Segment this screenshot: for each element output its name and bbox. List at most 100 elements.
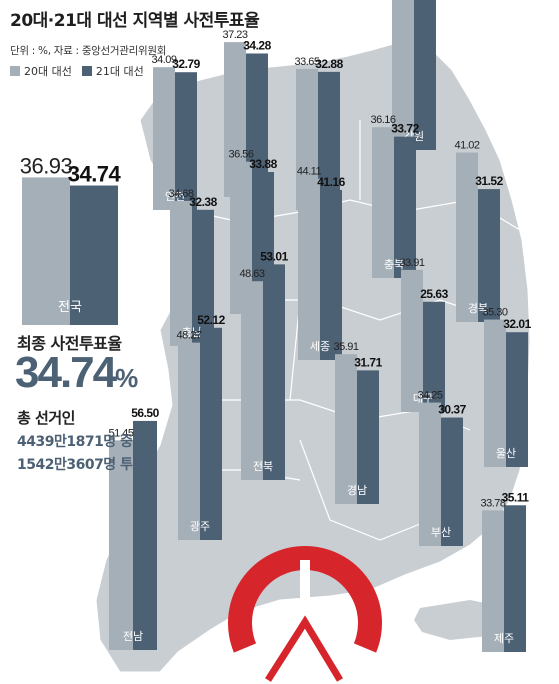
bar-20-0 xyxy=(22,177,70,325)
bar-20-3 xyxy=(296,68,318,211)
value-label-21-13: 52.12 xyxy=(197,313,225,327)
region-group-14: 35.91 31.71 경남 xyxy=(333,341,383,504)
final-turnout-number: 34.74 xyxy=(15,348,117,397)
bar-20-14 xyxy=(335,354,357,504)
bar-21-4 xyxy=(414,0,436,151)
value-label-20-7: 44.11 xyxy=(297,166,322,178)
legend-swatch-20 xyxy=(10,66,20,76)
bar-20-16 xyxy=(109,440,133,650)
legend: 20대 대선 21대 대선 xyxy=(10,63,154,79)
value-label-20-17: 33.78 xyxy=(480,497,505,509)
region-label-8: 경북 xyxy=(468,302,488,315)
final-turnout-label: 최종 사전투표율 xyxy=(17,334,122,353)
legend-label-21: 21대 대선 xyxy=(95,65,144,78)
value-label-20-14: 35.91 xyxy=(333,341,358,353)
value-label-20-0: 36.93 xyxy=(20,153,73,178)
bar-20-1 xyxy=(153,67,175,211)
value-label-21-6: 33.72 xyxy=(391,122,419,136)
bar-20-6 xyxy=(372,127,394,278)
bar-20-10 xyxy=(241,281,263,480)
region-group-10: 48.63 53.01 전북 xyxy=(239,249,289,480)
value-label-21-7: 41.16 xyxy=(317,175,345,189)
value-label-20-13: 48.27 xyxy=(176,330,201,342)
region-label-0: 전국 xyxy=(58,300,82,315)
value-label-20-1: 34.09 xyxy=(151,54,176,66)
value-label-20-12: 35.30 xyxy=(482,307,507,319)
value-label-21-10: 53.01 xyxy=(260,249,288,263)
source-note: 단위 : %, 자료 : 중앙선거관리위원회 xyxy=(10,45,167,57)
value-label-21-5: 33.88 xyxy=(249,157,277,171)
region-group-16: 51.45 56.50 전남 xyxy=(108,406,160,650)
final-turnout-value: 34.74% xyxy=(15,348,138,398)
bar-21-3 xyxy=(318,71,340,210)
region-label-17: 제주 xyxy=(494,632,514,645)
value-label-20-10: 48.63 xyxy=(239,268,264,280)
bar-20-9 xyxy=(170,200,192,346)
bar-21-12 xyxy=(506,332,528,467)
voters-voted: 1542만3607명 투표 xyxy=(17,457,145,473)
value-label-21-0: 34.74 xyxy=(68,162,122,187)
bar-20-11 xyxy=(401,269,423,412)
bar-21-7 xyxy=(320,189,342,360)
bar-20-15 xyxy=(419,402,441,546)
bar-21-1 xyxy=(175,72,197,210)
bar-20-13 xyxy=(178,342,200,540)
region-label-10: 전북 xyxy=(253,460,273,473)
region-group-8: 41.02 31.52 경북 xyxy=(454,140,504,322)
value-label-21-16: 56.50 xyxy=(131,406,159,420)
value-label-20-11: 33.91 xyxy=(399,257,424,269)
value-label-20-3: 33.65 xyxy=(294,56,319,68)
voters-total: 4439만1871명 중 xyxy=(17,434,133,450)
chart-title: 20대·21대 대선 지역별 사전투표율 xyxy=(10,11,260,31)
bar-21-2 xyxy=(246,53,268,197)
region-label-16: 전남 xyxy=(123,630,143,643)
region-label-7: 세종 xyxy=(310,340,330,353)
region-label-15: 부산 xyxy=(431,526,451,539)
bar-21-6 xyxy=(394,136,416,278)
region-label-14: 경남 xyxy=(347,484,367,497)
region-label-12: 울산 xyxy=(496,447,516,460)
jeju-divider xyxy=(414,599,463,607)
final-turnout-unit: % xyxy=(115,363,139,393)
bar-21-0 xyxy=(70,185,118,325)
value-label-21-2: 34.28 xyxy=(243,38,271,52)
bar-21-8 xyxy=(478,189,500,322)
value-label-20-15: 34.25 xyxy=(417,390,442,402)
value-label-20-16: 51.45 xyxy=(108,427,133,439)
bar-21-14 xyxy=(357,370,379,504)
value-label-21-14: 31.71 xyxy=(354,355,382,369)
bar-20-7 xyxy=(298,178,320,360)
bar-20-8 xyxy=(456,152,478,322)
bar-21-15 xyxy=(441,417,463,546)
value-label-20-9: 34.68 xyxy=(168,188,193,200)
legend-item-21: 21대 대선 xyxy=(81,63,144,79)
value-label-21-9: 32.38 xyxy=(189,195,217,209)
bar-20-17 xyxy=(482,510,504,652)
region-label-6: 충북 xyxy=(384,258,404,271)
value-label-20-6: 36.16 xyxy=(370,114,395,126)
bar-20-12 xyxy=(484,319,506,467)
legend-swatch-21 xyxy=(81,66,92,76)
region-group-11: 33.91 25.63 대구 xyxy=(399,257,449,412)
value-label-20-5: 36.56 xyxy=(228,149,253,161)
region-label-13: 광주 xyxy=(190,520,210,533)
bar-21-16 xyxy=(133,420,157,650)
value-label-21-15: 30.37 xyxy=(438,403,466,417)
value-label-20-8: 41.02 xyxy=(454,140,479,152)
region-label-1: 인천 xyxy=(165,189,185,203)
legend-label-20: 20대 대선 xyxy=(24,65,72,78)
bar-21-10 xyxy=(263,264,285,480)
value-label-21-3: 32.88 xyxy=(315,57,343,71)
value-label-21-1: 32.79 xyxy=(172,57,200,71)
bar-20-2 xyxy=(224,42,246,197)
election-emblem xyxy=(228,546,382,682)
voters-label: 총 선거인 xyxy=(17,409,75,427)
